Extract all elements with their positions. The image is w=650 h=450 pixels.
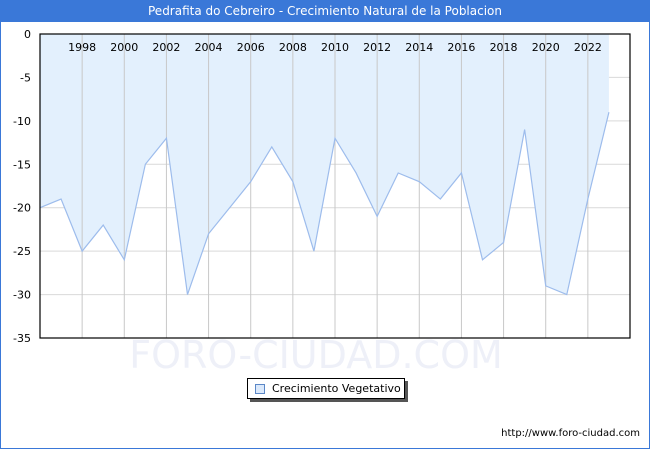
watermark: FORO-CIUDAD.COM — [129, 333, 503, 377]
x-tick-label: 2018 — [490, 41, 518, 54]
x-tick-label: 2006 — [237, 41, 265, 54]
x-tick-label: 2012 — [363, 41, 391, 54]
y-tick-label: -20 — [13, 202, 31, 215]
x-tick-label: 1998 — [68, 41, 96, 54]
legend-label: Crecimiento Vegetativo — [272, 382, 401, 395]
x-tick-label: 2014 — [405, 41, 433, 54]
x-tick-label: 2020 — [532, 41, 560, 54]
x-tick-label: 2002 — [152, 41, 180, 54]
y-tick-label: -30 — [13, 289, 31, 302]
chart-title: Pedrafita do Cebreiro - Crecimiento Natu… — [0, 0, 650, 22]
x-tick-label: 2010 — [321, 41, 349, 54]
y-tick-label: -15 — [13, 158, 31, 171]
x-tick-label: 2016 — [447, 41, 475, 54]
x-tick-label: 2022 — [574, 41, 602, 54]
plot-border — [39, 33, 631, 339]
area-fill — [40, 34, 609, 295]
y-tick-label: -5 — [20, 71, 31, 84]
y-tick-label: -10 — [13, 115, 31, 128]
y-tick-label: -25 — [13, 245, 31, 258]
x-tick-label: 2000 — [110, 41, 138, 54]
source-url: http://www.foro-ciudad.com — [501, 428, 640, 439]
x-tick-label: 2004 — [195, 41, 223, 54]
y-tick-label: -35 — [13, 332, 31, 345]
y-tick-label: 0 — [24, 28, 31, 41]
legend-swatch-icon — [255, 384, 265, 394]
series-line — [39, 112, 610, 296]
legend: Crecimiento Vegetativo — [247, 378, 405, 399]
x-tick-label: 2008 — [279, 41, 307, 54]
